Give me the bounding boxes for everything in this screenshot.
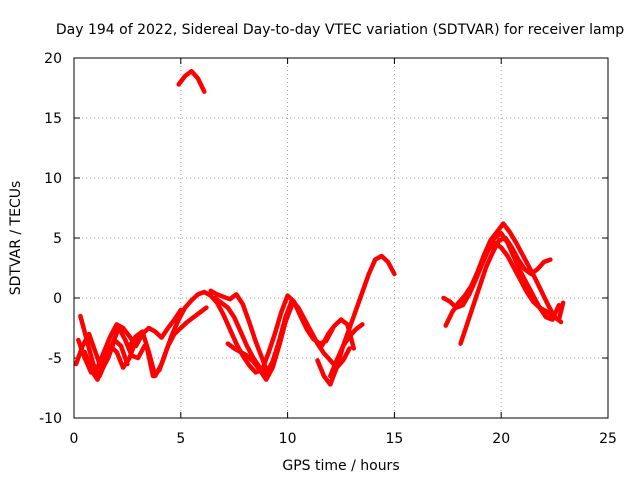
x-tick-label: 25	[599, 431, 617, 447]
x-tick-label: 10	[279, 431, 297, 447]
y-tick-label: 5	[53, 231, 62, 247]
trace-arc-17	[486, 230, 562, 322]
trace-arc-15	[443, 221, 564, 328]
chart-title: Day 194 of 2022, Sidereal Day-to-day VTE…	[56, 22, 624, 38]
x-tick-labels: 0 5 10 15 20 25	[70, 431, 617, 447]
trace-arc-11	[319, 317, 357, 351]
plot-frame	[73, 57, 609, 419]
x-tick-label: 20	[492, 431, 510, 447]
x-tick-label: 0	[70, 431, 79, 447]
trace-arc-9	[225, 302, 295, 382]
trace-arc-10	[315, 253, 397, 387]
y-tick-label: 10	[44, 171, 62, 187]
y-tick-label: -10	[39, 411, 62, 427]
y-tick-label: -5	[48, 351, 62, 367]
trace-arc-3	[82, 331, 145, 382]
y-tick-label: 0	[53, 291, 62, 307]
trace-arc-13	[176, 68, 207, 94]
trace-arc-8	[208, 288, 271, 378]
y-axis-label: SDTVAR / TECUs	[8, 181, 24, 296]
sdtvar-traces	[73, 68, 566, 387]
y-tick-label: 20	[44, 51, 62, 67]
trace-arc-14	[441, 240, 566, 322]
x-tick-label: 5	[176, 431, 185, 447]
x-tick-label: 15	[385, 431, 403, 447]
trace-arc-12	[328, 322, 365, 379]
y-tick-labels: -10 -5 0 5 10 15 20	[39, 51, 62, 427]
x-axis-label: GPS time / hours	[282, 458, 399, 474]
trace-arc-4	[76, 307, 184, 375]
y-tick-label: 15	[44, 111, 62, 127]
